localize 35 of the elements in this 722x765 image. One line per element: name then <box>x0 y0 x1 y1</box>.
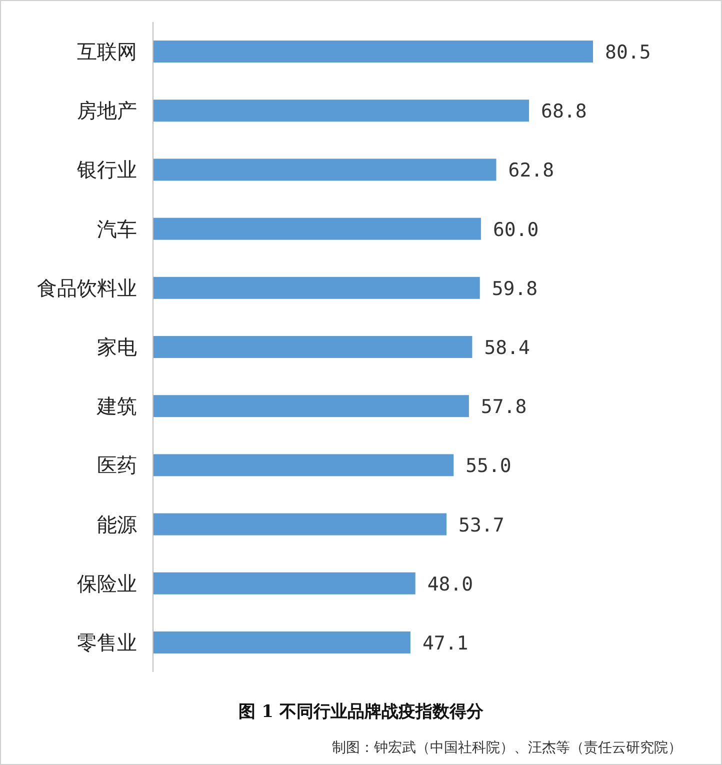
bar <box>153 276 480 299</box>
bar <box>153 631 410 654</box>
bar <box>153 572 416 594</box>
bar <box>153 513 447 536</box>
text: 制图：钟宏武（中国社科院）、汪杰等（责任云研究院） <box>332 740 682 756</box>
data-label: 48.0 <box>427 573 474 596</box>
bar <box>153 395 469 418</box>
bar <box>153 158 496 181</box>
bar <box>153 100 530 122</box>
data-label: 55.0 <box>466 455 512 478</box>
text: 图 1 不同行业品牌战疫指数得分 <box>238 702 484 722</box>
y-tick-label: 零售业 <box>77 630 137 654</box>
y-tick-label: 家电 <box>97 335 137 359</box>
data-label: 59.8 <box>492 278 538 300</box>
y-tick-label: 医药 <box>97 453 137 478</box>
y-tick-label: 食品饮料业 <box>37 276 137 300</box>
y-tick-label: 汽车 <box>97 216 137 241</box>
bar <box>153 454 454 476</box>
data-label: 68.8 <box>541 100 587 123</box>
bar <box>153 40 593 63</box>
bar <box>153 218 481 240</box>
y-tick-label: 互联网 <box>77 40 137 64</box>
data-label: 58.4 <box>484 337 530 359</box>
data-label: 62.8 <box>508 160 554 182</box>
bar <box>153 336 472 358</box>
data-label: 80.5 <box>605 42 651 64</box>
y-tick-label: 房地产 <box>77 98 137 123</box>
data-label: 57.8 <box>480 396 527 418</box>
data-label: 53.7 <box>458 514 504 536</box>
data-label: 47.1 <box>422 632 468 654</box>
y-tick-label: 能源 <box>97 512 137 536</box>
data-label: 60.0 <box>492 218 539 241</box>
y-tick-label: 建筑 <box>96 394 137 418</box>
y-tick-label: 银行业 <box>76 158 137 182</box>
y-tick-label: 保险业 <box>77 571 137 596</box>
